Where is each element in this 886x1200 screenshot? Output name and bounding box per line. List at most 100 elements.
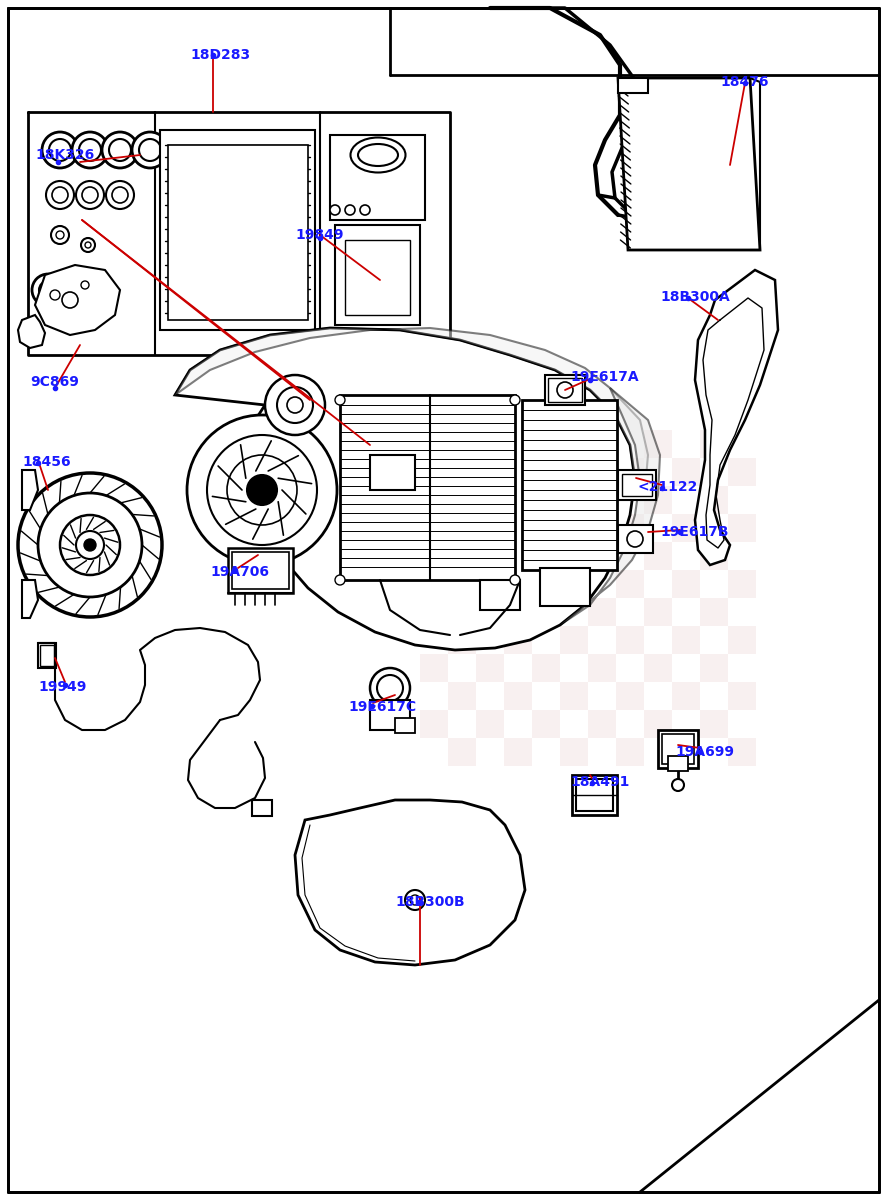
Bar [615, 626, 643, 654]
Text: 18K326: 18K326 [35, 148, 94, 162]
Bar [587, 710, 615, 738]
Circle shape [72, 132, 108, 168]
Circle shape [509, 575, 519, 584]
Bar [548, 378, 581, 402]
Polygon shape [175, 328, 648, 490]
Text: 19A706: 19A706 [210, 565, 268, 578]
Bar [479, 580, 519, 610]
Bar [699, 486, 727, 514]
Circle shape [187, 415, 337, 565]
Text: 18B300B: 18B300B [394, 895, 464, 910]
Bar [447, 626, 476, 654]
Bar [559, 738, 587, 766]
Bar [40, 646, 54, 666]
Bar [643, 486, 672, 514]
Bar [476, 598, 503, 626]
Circle shape [405, 890, 424, 910]
Bar [559, 514, 587, 542]
Circle shape [18, 473, 162, 617]
Bar [420, 710, 447, 738]
Bar [476, 654, 503, 682]
Circle shape [38, 493, 142, 596]
Bar [727, 738, 755, 766]
Text: 9C869: 9C869 [30, 374, 79, 389]
Circle shape [49, 139, 71, 161]
Bar [476, 710, 503, 738]
Bar [672, 738, 699, 766]
Text: 18476: 18476 [719, 74, 767, 89]
Bar [369, 700, 409, 730]
Bar [252, 800, 272, 816]
Polygon shape [18, 314, 45, 348]
Bar [447, 514, 476, 542]
Bar [522, 400, 617, 570]
Circle shape [265, 374, 324, 434]
Bar [618, 470, 656, 500]
Circle shape [106, 181, 134, 209]
Circle shape [51, 226, 69, 244]
Bar [232, 552, 289, 589]
Bar [672, 626, 699, 654]
Bar [672, 514, 699, 542]
Bar [587, 486, 615, 514]
Bar [615, 682, 643, 710]
Circle shape [246, 475, 276, 505]
Bar [394, 718, 415, 733]
Circle shape [377, 674, 402, 701]
Bar [447, 738, 476, 766]
Bar [420, 542, 447, 570]
Bar [575, 779, 612, 811]
Bar [667, 756, 688, 770]
Circle shape [39, 281, 57, 299]
Text: 19949: 19949 [38, 680, 86, 694]
Circle shape [76, 530, 104, 559]
Bar [339, 395, 515, 580]
Bar [643, 542, 672, 570]
Circle shape [509, 395, 519, 404]
Bar [615, 458, 643, 486]
Text: 19849: 19849 [295, 228, 343, 242]
Bar [727, 458, 755, 486]
Circle shape [84, 539, 96, 551]
Circle shape [56, 230, 64, 239]
Bar [447, 570, 476, 598]
Circle shape [46, 181, 74, 209]
Circle shape [102, 132, 138, 168]
Bar [699, 542, 727, 570]
Bar [615, 738, 643, 766]
Bar [727, 682, 755, 710]
Bar [615, 570, 643, 598]
Bar [420, 486, 447, 514]
Bar [727, 570, 755, 598]
Polygon shape [35, 265, 120, 335]
Bar [699, 654, 727, 682]
Polygon shape [22, 580, 38, 618]
Bar [587, 654, 615, 682]
Bar [420, 430, 447, 458]
Bar [587, 430, 615, 458]
Bar [532, 598, 559, 626]
Circle shape [132, 132, 167, 168]
Bar [503, 514, 532, 542]
Circle shape [206, 434, 316, 545]
Bar [532, 542, 559, 570]
Bar [532, 710, 559, 738]
Circle shape [330, 205, 339, 215]
Bar [699, 430, 727, 458]
Circle shape [82, 187, 97, 203]
Bar [699, 710, 727, 738]
Bar [615, 514, 643, 542]
Bar [657, 730, 697, 768]
Bar [661, 734, 693, 764]
Circle shape [50, 290, 60, 300]
Polygon shape [618, 78, 759, 250]
Circle shape [276, 386, 313, 422]
Bar [532, 654, 559, 682]
Bar [643, 710, 672, 738]
Circle shape [109, 139, 131, 161]
Circle shape [32, 274, 64, 306]
Bar [618, 526, 652, 553]
Bar [559, 458, 587, 486]
Bar [532, 430, 559, 458]
Circle shape [112, 187, 128, 203]
